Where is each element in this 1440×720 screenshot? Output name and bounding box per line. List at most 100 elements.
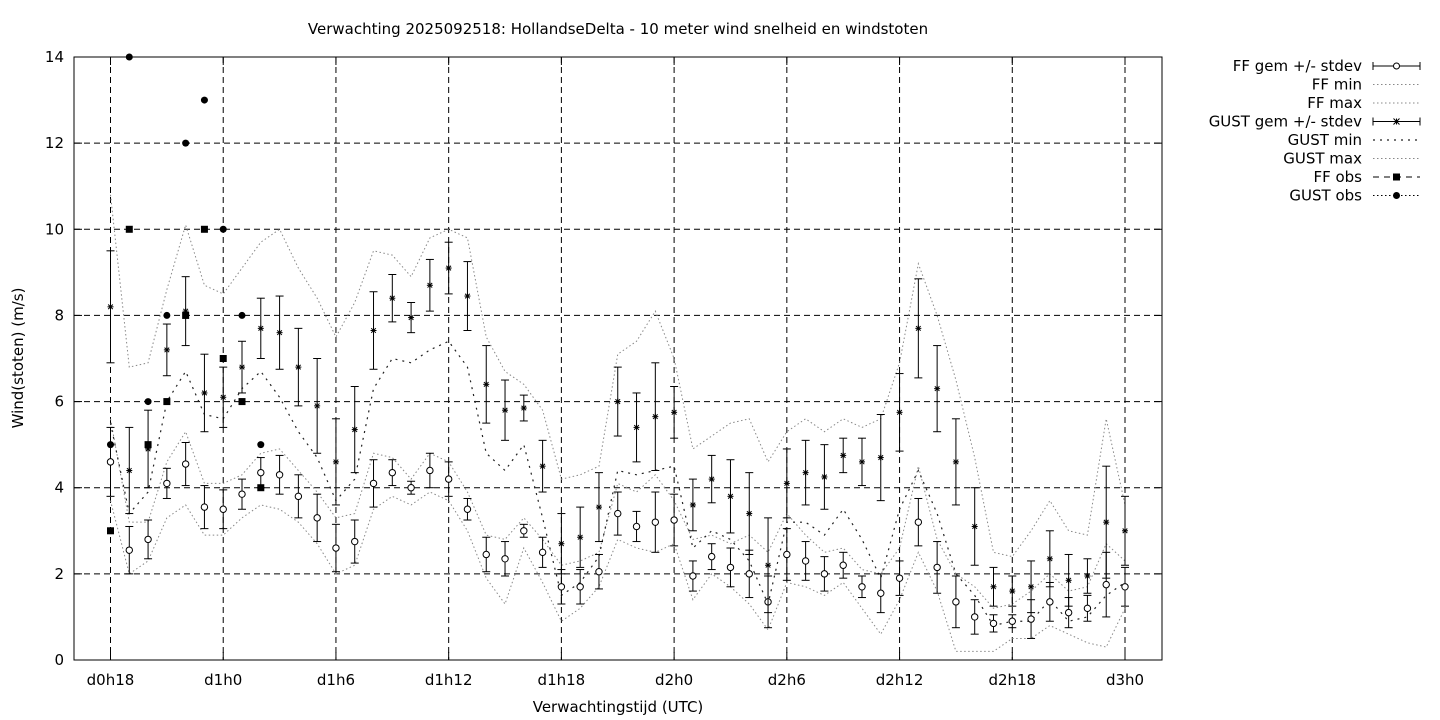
gust-mean-point bbox=[652, 413, 659, 420]
ff-mean-point bbox=[651, 518, 660, 526]
gust-mean-stroke bbox=[577, 534, 583, 540]
ff-mean-point bbox=[670, 516, 678, 524]
gust-mean-stroke bbox=[295, 364, 302, 370]
gust-mean-stroke bbox=[596, 504, 602, 510]
gust-mean-point bbox=[520, 405, 527, 412]
ff-mean-point bbox=[632, 522, 641, 531]
legend-label: GUST obs bbox=[1289, 187, 1362, 205]
gust-mean-point bbox=[1009, 588, 1016, 595]
ff-mean-point bbox=[726, 563, 735, 572]
ff-mean-point bbox=[895, 574, 904, 582]
gust-obs-point bbox=[125, 53, 133, 61]
ff-mean-point bbox=[144, 535, 152, 544]
ff-mean-point bbox=[820, 570, 829, 578]
gust-mean-point bbox=[483, 381, 490, 388]
ff-obs-point bbox=[238, 398, 246, 406]
gust-mean-stroke bbox=[934, 385, 940, 392]
gust-mean-point bbox=[1065, 577, 1072, 584]
gust-mean-stroke bbox=[1122, 528, 1128, 534]
gust-mean-point bbox=[802, 469, 809, 476]
plot-border bbox=[73, 56, 1163, 661]
gust-mean-point bbox=[633, 424, 640, 431]
gust-mean-point bbox=[314, 402, 321, 409]
gust-mean-stroke bbox=[859, 459, 865, 465]
ff-mean-point bbox=[801, 557, 810, 565]
ff-mean-point bbox=[839, 561, 847, 569]
gust-mean-point bbox=[877, 454, 884, 461]
ff-mean-point bbox=[783, 550, 791, 559]
gust-mean-point bbox=[915, 325, 922, 332]
ff-mean-point bbox=[952, 598, 960, 606]
ff-mean-point bbox=[1027, 615, 1035, 623]
gust-mean-point bbox=[445, 265, 452, 272]
gust-mean-point bbox=[332, 458, 339, 465]
gust-mean-stroke bbox=[352, 426, 358, 433]
gust-mean-stroke bbox=[1084, 573, 1091, 579]
ff-obs-point bbox=[125, 225, 133, 233]
gust-mean-stroke bbox=[746, 510, 752, 517]
legend-item: FF min bbox=[1312, 76, 1420, 94]
gust-mean-stroke bbox=[126, 467, 132, 474]
gust-mean-stroke bbox=[765, 562, 771, 568]
gust-mean-stroke bbox=[990, 584, 997, 590]
gust-obs-point bbox=[238, 311, 246, 319]
gust-mean-point bbox=[614, 398, 621, 405]
ff-mean-point bbox=[557, 583, 566, 591]
ff-obs-point bbox=[219, 355, 227, 362]
legend-label: GUST gem +/- stdev bbox=[1209, 113, 1362, 131]
gust-mean-point bbox=[971, 523, 978, 530]
ff-mean-point bbox=[219, 505, 227, 513]
legend-label: GUST max bbox=[1283, 150, 1362, 168]
gust-mean-point bbox=[1084, 573, 1091, 580]
gust-mean-stroke bbox=[802, 469, 809, 476]
gust-mean-point bbox=[558, 540, 565, 547]
legend-label: FF gem +/- stdev bbox=[1233, 57, 1362, 75]
gust-mean-stroke bbox=[464, 293, 471, 299]
y-tick-label: 14 bbox=[45, 48, 64, 66]
gust-mean-point bbox=[577, 534, 584, 541]
gust-obs-point bbox=[144, 398, 152, 406]
gust-mean-point bbox=[708, 476, 715, 483]
x-tick-label: d0h18 bbox=[87, 671, 135, 689]
ff-mean-point bbox=[520, 527, 528, 535]
gust-mean-stroke bbox=[821, 474, 828, 480]
x-tick-label: d1h18 bbox=[538, 671, 586, 689]
gust-mean-stroke bbox=[258, 325, 264, 332]
y-tick-label: 6 bbox=[54, 393, 64, 411]
gust-mean-stroke bbox=[521, 405, 527, 411]
ff-obs-point bbox=[107, 527, 114, 535]
gust-mean-point bbox=[502, 407, 509, 414]
gust-obs-point bbox=[163, 311, 171, 319]
gust-mean-stroke bbox=[972, 523, 978, 530]
gust-mean-stroke bbox=[633, 424, 640, 431]
ff-mean-point bbox=[971, 613, 979, 621]
ff-mean-point bbox=[407, 484, 415, 492]
gust-mean-point bbox=[126, 467, 133, 474]
ff-mean-point bbox=[275, 471, 284, 479]
ff-mean-point bbox=[501, 555, 509, 563]
ff-mean-point bbox=[745, 570, 753, 578]
gust-mean-stroke bbox=[709, 476, 715, 482]
x-tick-label: d3h0 bbox=[1106, 671, 1144, 689]
gust-mean-point bbox=[257, 325, 264, 332]
ff-obs-point bbox=[182, 311, 190, 319]
gust-mean-point bbox=[1122, 527, 1128, 534]
gust-mean-point bbox=[727, 493, 734, 500]
ff-mean-point bbox=[369, 479, 378, 488]
gust-mean-point bbox=[934, 385, 941, 392]
gust-mean-stroke bbox=[408, 314, 414, 321]
x-tick-label: d1h12 bbox=[425, 671, 473, 689]
legend-item: FF max bbox=[1307, 94, 1420, 112]
gust-mean-point bbox=[689, 501, 696, 508]
gust-mean-stroke bbox=[201, 390, 208, 396]
gust-mean-point bbox=[840, 452, 847, 459]
gust-mean-stroke bbox=[539, 463, 546, 469]
gust-obs-point bbox=[257, 441, 265, 449]
ff-mean-point bbox=[576, 583, 584, 591]
legend-sample-marker bbox=[1393, 173, 1400, 181]
gust-mean-point bbox=[408, 314, 415, 321]
x-tick-label: d1h0 bbox=[204, 671, 242, 689]
gust-mean-point bbox=[539, 463, 546, 470]
gust-mean-point bbox=[1028, 583, 1035, 590]
